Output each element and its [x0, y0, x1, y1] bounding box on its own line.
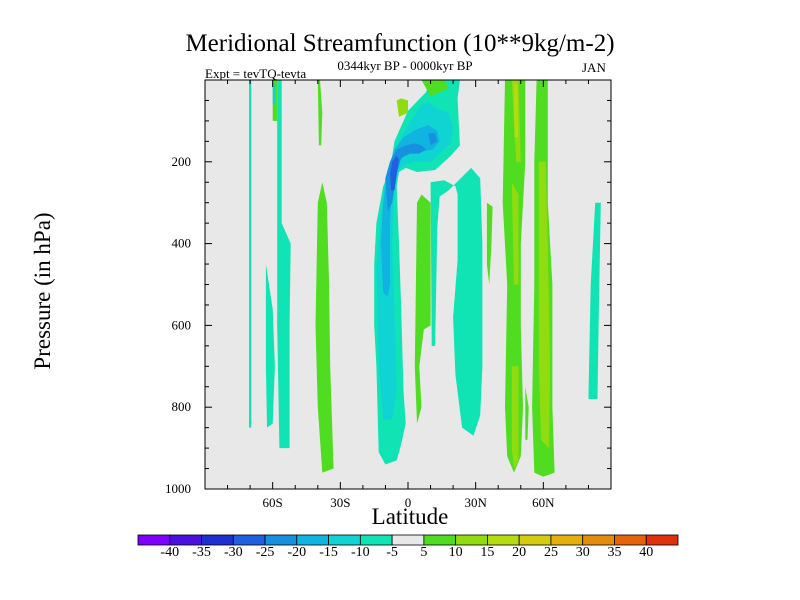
colorbar-swatch	[137, 534, 171, 546]
colorbar-swatch	[359, 534, 393, 546]
contour-region	[315, 182, 334, 473]
colorbar-swatch	[423, 534, 457, 546]
colorbar-tick-label: -15	[319, 545, 338, 560]
colorbar-swatch	[232, 534, 266, 546]
colorbar-swatch	[328, 534, 361, 546]
contour-region	[277, 80, 291, 449]
colorbar-swatch	[455, 534, 488, 546]
colorbar-swatch	[487, 534, 520, 546]
y-axis-label: Pressure (in hPa)	[30, 212, 55, 370]
colorbar-tick-label: 10	[448, 545, 463, 560]
colorbar-tick-label: -40	[160, 545, 180, 560]
colorbar-tick-label: -5	[386, 545, 398, 560]
x-tick-label: 60N	[532, 495, 555, 510]
contour-region	[511, 182, 519, 285]
y-tick-label: 200	[172, 154, 192, 169]
colorbar	[137, 534, 679, 546]
experiment-label: Expt = tevTQ-tevta	[205, 66, 307, 81]
y-tick-label: 800	[172, 399, 192, 414]
colorbar-swatch	[169, 534, 202, 546]
x-tick-label: 0	[405, 495, 412, 510]
contour-region	[428, 133, 438, 146]
colorbar-swatch	[201, 534, 234, 546]
contour-region	[538, 161, 551, 449]
colorbar-tick-label: 5	[420, 545, 428, 560]
colorbar-swatch	[582, 534, 615, 546]
colorbar-swatch	[391, 534, 425, 546]
x-axis-label: Latitude	[371, 504, 449, 529]
contour-region	[430, 167, 483, 436]
contour-region	[511, 366, 519, 469]
contour-region	[525, 386, 529, 440]
colorbar-tick-label: 20	[512, 545, 527, 560]
colorbar-tick-label: -25	[255, 545, 275, 560]
colorbar-tick-label: -30	[223, 545, 243, 560]
chart-title: Meridional Streamfunction (10**9kg/m-2)	[185, 30, 615, 57]
contour-region	[272, 84, 275, 105]
colorbar-tick-label: 35	[607, 545, 622, 560]
x-tick-label: 60S	[263, 495, 283, 510]
y-tick-label: 1000	[165, 481, 191, 496]
colorbar-swatch	[645, 534, 679, 546]
colorbar-tick-label: -10	[351, 545, 370, 560]
contour-region	[421, 80, 449, 97]
x-tick-label: 30S	[330, 495, 350, 510]
colorbar-swatch	[296, 534, 329, 546]
x-tick-label: 30N	[464, 495, 487, 510]
contour-region	[249, 80, 252, 428]
y-tick-label: 400	[172, 236, 192, 251]
colorbar-tick-label: 30	[575, 545, 590, 560]
chart-subtitle: 0344kyr BP - 0000kyr BP	[337, 58, 473, 73]
contour-region	[414, 194, 431, 424]
contour-region	[376, 102, 454, 420]
axes: 60S 30S 0 30N 60N 200 400 600 800 1000	[165, 79, 612, 510]
colorbar-swatch	[614, 534, 647, 546]
colorbar-tick-label: -20	[287, 545, 307, 560]
contour-region	[396, 98, 408, 117]
colorbar-swatch	[550, 534, 584, 546]
y-tick-label: 600	[172, 317, 192, 332]
colorbar-swatch	[518, 534, 552, 546]
contour-region	[390, 155, 399, 191]
contour-region	[588, 202, 601, 399]
contour-region	[265, 264, 275, 428]
contour-region	[514, 84, 519, 138]
contour-region	[317, 80, 323, 146]
colorbar-tick-label: 40	[639, 545, 654, 560]
colorbar-tick-label: -35	[192, 545, 211, 560]
month-label: JAN	[582, 60, 606, 75]
colorbar-tick-label: 15	[480, 545, 495, 560]
colorbar-tick-label: 25	[543, 545, 558, 560]
contour-regions	[205, 80, 611, 489]
contour-region	[486, 202, 493, 285]
colorbar-swatch	[264, 534, 298, 546]
